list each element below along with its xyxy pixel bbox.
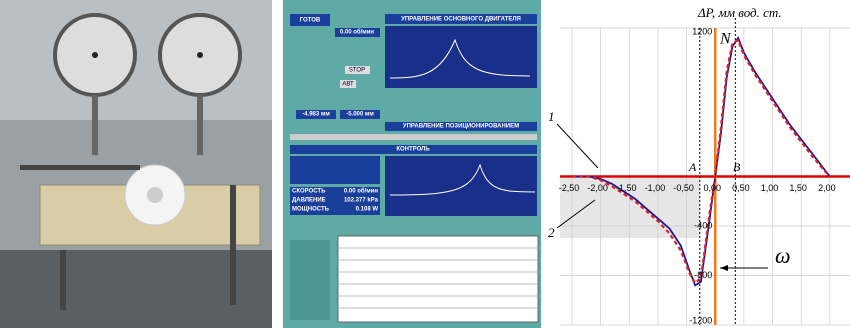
pressure-value: 102.377 kPa bbox=[344, 198, 379, 204]
annotation: N bbox=[719, 31, 732, 48]
panel-title: УПРАВЛЕНИЕ ОСНОВНОГО ДВИГАТЕЛЯ bbox=[401, 17, 521, 23]
stop-button[interactable]: STOP bbox=[349, 68, 365, 74]
pressure-label: ДАВЛЕНИЕ bbox=[292, 198, 326, 204]
x-tick-label: 1,50 bbox=[789, 183, 807, 193]
x-tick-label: -2,00 bbox=[587, 183, 608, 193]
speed-label: СКОРОСТЬ bbox=[292, 189, 326, 195]
chart-title: ΔP, мм вод. ст. bbox=[697, 5, 782, 20]
x-tick-label: -1,50 bbox=[616, 183, 637, 193]
power-value: 0.108 W bbox=[356, 207, 379, 213]
y-tick-label: -800 bbox=[694, 270, 712, 280]
x-tick-label: 2,00 bbox=[818, 183, 836, 193]
pos2: -5.000 мм bbox=[346, 112, 374, 118]
annotation: B bbox=[733, 160, 741, 174]
x-tick-label: 0,00 bbox=[703, 183, 721, 193]
software-screenshot: ГОТОВ УПРАВЛЕНИЕ ОСНОВНОГО ДВИГАТЕЛЯ 0.0… bbox=[283, 0, 541, 328]
annotation: A bbox=[688, 160, 697, 174]
page: ГОТОВ УПРАВЛЕНИЕ ОСНОВНОГО ДВИГАТЕЛЯ 0.0… bbox=[0, 0, 850, 328]
y-tick-label: -1200 bbox=[689, 315, 712, 325]
pos1: -4.983 мм bbox=[302, 112, 330, 118]
auto-button[interactable]: АВТ bbox=[342, 82, 354, 88]
speed-set: 0.00 об/мин bbox=[340, 29, 375, 36]
x-tick-label: -0,50 bbox=[673, 183, 694, 193]
y-tick-label: 1200 bbox=[692, 26, 712, 36]
photo bbox=[0, 0, 272, 328]
panel-title: КОНТРОЛЬ bbox=[396, 147, 430, 153]
annotation: ω bbox=[775, 243, 791, 268]
panel-title: УПРАВЛЕНИЕ ПОЗИЦИОНИРОВАНИЕМ bbox=[403, 124, 519, 130]
speed-value: 0.00 об/мин bbox=[344, 188, 379, 195]
x-tick-label: 1,00 bbox=[761, 183, 779, 193]
annotation: 1 bbox=[548, 109, 555, 124]
x-tick-label: -1,00 bbox=[645, 183, 666, 193]
power-label: МОЩНОСТЬ bbox=[292, 207, 330, 213]
y-tick-label: -400 bbox=[694, 220, 712, 230]
x-tick-label: 0,50 bbox=[732, 183, 750, 193]
x-tick-label: -2,50 bbox=[559, 183, 580, 193]
annotation: 2 bbox=[548, 225, 555, 240]
status: ГОТОВ bbox=[300, 18, 321, 24]
